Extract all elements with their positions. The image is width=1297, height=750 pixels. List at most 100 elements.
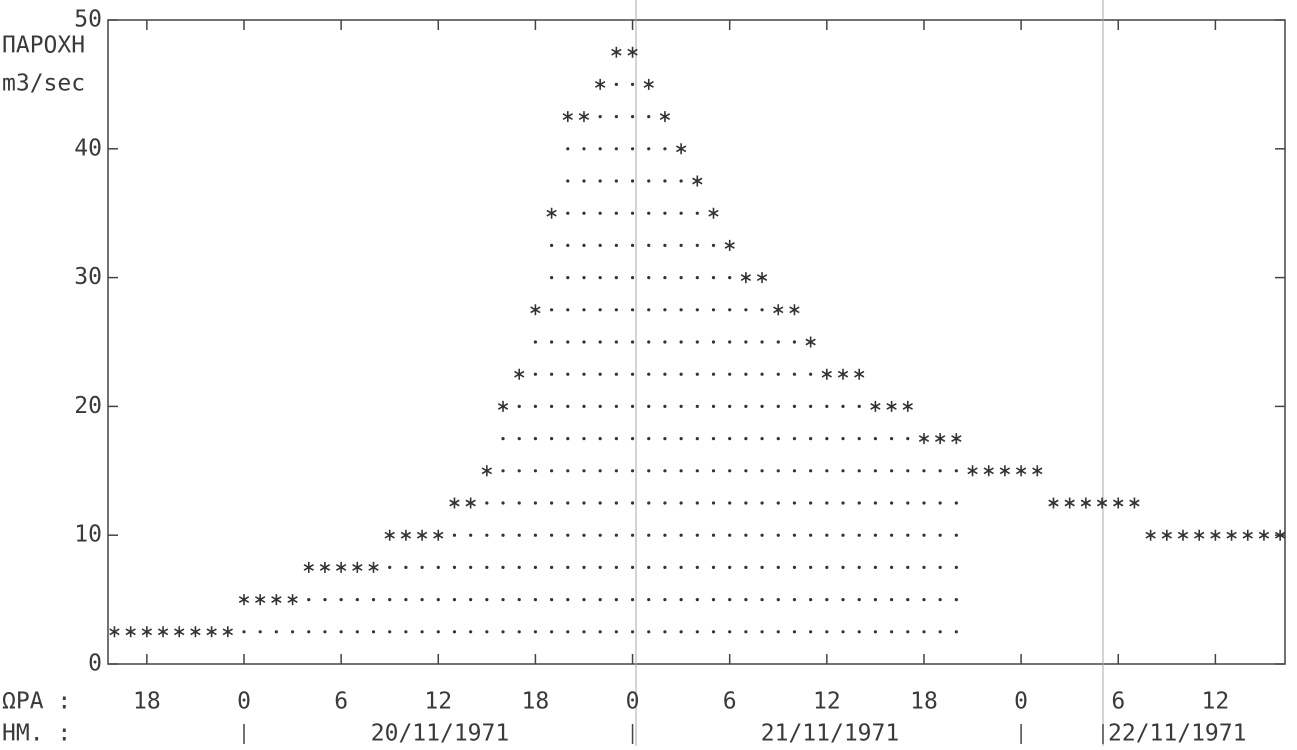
fill-dot [436,598,440,602]
fill-dot [647,340,651,344]
fill-dot [906,630,910,634]
fill-dot [485,533,489,537]
fill-dot [954,630,958,634]
fill-dot [566,565,570,570]
fill-dot [630,372,635,376]
fill-dot [550,276,554,280]
fill-dot [728,598,732,602]
fill-dot [679,308,683,312]
fill-dot [614,372,618,376]
fill-dot [501,565,505,570]
fill-dot [582,630,586,634]
fill-dot [776,501,780,505]
fill-dot [760,533,764,537]
fill-dot [598,308,602,312]
fill-dot [274,630,278,634]
fill-dot [695,243,699,247]
fill-dot [873,565,877,570]
data-point [141,626,153,638]
fill-dot [550,630,554,634]
data-point [611,46,622,58]
fill-dot [792,565,797,570]
fill-dot [663,276,667,280]
fill-dot [550,372,554,376]
fill-dot [792,533,797,537]
fill-dot [711,630,716,634]
data-point [303,561,314,573]
fill-dot [711,243,716,247]
fill-dot [695,630,699,634]
fill-dot [938,598,942,602]
fill-dot [501,533,505,537]
fill-dot [598,598,602,602]
data-point [870,400,881,412]
fill-dot [598,533,602,537]
fill-dot [598,243,602,247]
data-point [724,239,735,251]
fill-dot [695,469,699,473]
data-point [335,561,347,573]
fill-dot [760,565,764,570]
fill-dot [792,501,797,505]
data-point [886,400,897,412]
fill-dot [436,630,440,634]
data-point [416,529,428,541]
fill-dot [290,630,295,634]
data-point [1274,529,1286,541]
data-point [854,368,865,380]
fill-dot [679,211,683,215]
fill-dot [776,469,780,473]
data-point [497,400,509,412]
data-point [983,465,994,477]
data-point [125,626,136,638]
fill-dot [598,372,602,376]
data-point [546,207,557,219]
fill-dot [371,630,376,634]
fill-dot [809,372,813,376]
x-tick-label: 12 [424,689,452,715]
fill-dot [792,469,797,473]
fill-dot [809,533,813,537]
fill-dot [825,437,829,441]
fill-dot [663,372,667,376]
data-point [400,529,412,541]
data-point [1145,529,1156,541]
fill-dot [452,533,457,537]
fill-dot [566,630,570,634]
data-point [789,304,800,316]
date-label: 22/11/1971 [1108,721,1246,747]
fill-dot [452,565,457,570]
y-label: ΠΑΡΟΧΗ [2,33,85,59]
fill-dot [614,501,618,505]
fill-dot [679,243,683,247]
fill-dot [679,630,683,634]
fill-dot [679,501,683,505]
fill-dot [404,630,408,634]
data-point [821,368,832,380]
data-point [287,594,298,606]
fill-dot [533,469,538,473]
x-tick-label: 18 [133,689,161,715]
fill-dot [533,598,538,602]
fill-dot [792,437,797,441]
fill-dot [679,598,683,602]
fill-dot [695,372,699,376]
fill-dot [566,469,570,473]
data-point [1226,529,1237,541]
data-point [1194,529,1205,541]
fill-dot [938,501,942,505]
fill-dot [566,598,570,602]
data-point [206,626,217,638]
fill-dot [647,372,651,376]
fill-dot [695,533,699,537]
x-tick-label: 0 [626,689,640,715]
fill-dot [614,179,618,183]
fill-dot [906,598,910,602]
fill-dot [614,340,618,344]
y-tick-label: 0 [88,651,102,677]
fill-dot [469,533,473,537]
fill-dot [533,501,538,505]
fill-dot [825,533,829,537]
fill-dot [647,533,651,537]
data-point [1048,497,1059,509]
